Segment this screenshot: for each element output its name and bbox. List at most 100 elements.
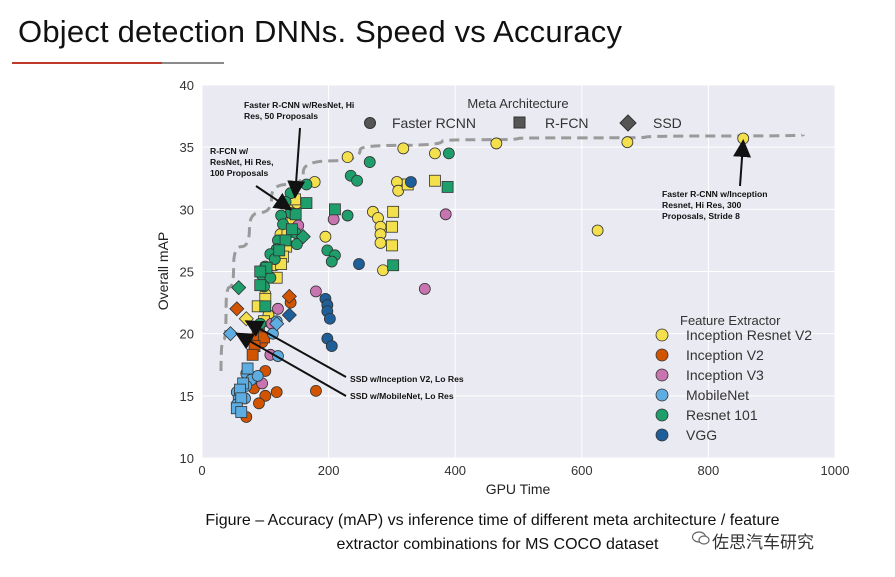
annotation-arrow [235, 332, 347, 397]
feature-legend-label: Inception V3 [686, 367, 764, 383]
meta-legend-title: Meta Architecture [467, 96, 568, 111]
data-point-square [235, 392, 248, 405]
data-point-square [254, 265, 267, 278]
annotation-arrow [244, 320, 347, 378]
data-point-circle [353, 258, 365, 270]
data-point-square [385, 220, 398, 233]
meta-legend-square-marker [513, 116, 526, 129]
data-point-diamond [269, 316, 285, 332]
data-point-circle [439, 208, 452, 221]
data-point-circle [377, 264, 389, 277]
wechat-icon [692, 531, 710, 545]
meta-legend-circle-marker [364, 117, 376, 129]
grid-lines [201, 84, 836, 459]
data-point-circle [341, 209, 354, 222]
y-tick-label: 25 [180, 265, 194, 280]
feature-legend-title: Feature Extractor [680, 313, 781, 328]
data-point-square [387, 259, 400, 272]
meta-legend-label-faster-rcnn: Faster RCNN [392, 115, 476, 131]
annotation-label: SSD w/MobileNet, Lo Res [350, 391, 454, 401]
data-point-square [241, 362, 254, 375]
x-tick-label: 200 [318, 463, 340, 478]
data-point-circle [392, 184, 405, 197]
data-point-circle [319, 230, 332, 243]
slide-title: Object detection DNNs. Speed vs Accuracy [18, 14, 623, 49]
data-point-circle [310, 384, 322, 397]
data-point-circle [253, 397, 265, 410]
meta-legend-label-ssd: SSD [653, 115, 682, 131]
y-tick-label: 15 [180, 389, 194, 404]
annotation-label: R-FCN w/ResNet, Hi Res, 100 Proposals [210, 146, 274, 178]
data-point-square [441, 181, 454, 193]
frontier-line [219, 133, 805, 371]
data-point-circle [325, 340, 338, 353]
data-point-diamond [281, 307, 297, 323]
annotation-arrow [733, 138, 752, 187]
feature-legend-swatch [655, 328, 669, 342]
data-point-circle [397, 142, 410, 155]
data-point-diamond [229, 301, 245, 317]
data-point-circle [341, 151, 354, 164]
feature-legend-label: Inception V2 [686, 347, 764, 363]
annotation-arrow [255, 185, 293, 211]
annotation-label: SSD w/Inception V2, Lo Res [350, 374, 464, 384]
data-point-square [254, 279, 267, 292]
axis-ticks: 0 200 400 600 800 1000 10 15 20 25 30 35 40 [180, 78, 850, 478]
data-point-diamond [231, 280, 247, 296]
figure-caption-line-1: Figure – Accuracy (mAP) vs inference tim… [205, 512, 780, 529]
data-point-circle [310, 285, 322, 298]
data-point-diamond [295, 229, 311, 245]
y-tick-label: 20 [180, 327, 194, 342]
data-point-square [273, 244, 286, 257]
meta-legend-label-rfcn: R-FCN [545, 115, 589, 131]
data-point-circle [327, 213, 340, 226]
x-tick-label: 1000 [821, 463, 850, 478]
data-point-circle [325, 255, 338, 268]
data-point-square [235, 406, 248, 418]
y-tick-label: 35 [180, 140, 194, 155]
x-tick-label: 0 [198, 463, 205, 478]
x-tick-label: 400 [444, 463, 466, 478]
data-point-circle [621, 136, 634, 149]
data-point-circle [351, 174, 363, 187]
data-point-square [387, 205, 400, 218]
feature-legend-label: Inception Resnet V2 [686, 327, 812, 343]
y-tick-label: 40 [180, 78, 194, 93]
title-underline-grey [162, 62, 224, 64]
data-point-circle [272, 302, 284, 315]
data-point-circle [300, 178, 313, 191]
title-underline-red [12, 62, 162, 64]
watermark-text: 佐思汽车研究 [712, 533, 814, 552]
frontier-curve [219, 133, 805, 371]
data-point-circle [429, 147, 441, 160]
y-tick-label: 10 [180, 451, 194, 466]
data-point-square [329, 203, 341, 216]
x-tick-label: 600 [571, 463, 593, 478]
data-point-square [279, 234, 292, 247]
data-point-circle [591, 224, 604, 237]
data-point-diamond [281, 288, 297, 304]
feature-legend-label: VGG [686, 427, 717, 443]
data-point-circle [374, 237, 387, 249]
data-point-circle [363, 156, 376, 168]
annotation-arrow [287, 127, 306, 199]
data-point-square [429, 174, 441, 187]
y-tick-label: 30 [180, 202, 194, 217]
feature-legend-swatch [655, 348, 669, 362]
x-axis-label: GPU Time [486, 481, 551, 497]
feature-legend-swatch [655, 428, 669, 442]
annotations: Faster R-CNN w/ResNet, Hi Res, 50 Proposa… [210, 100, 768, 401]
data-point-circle [442, 147, 455, 160]
data-point-square [285, 223, 298, 236]
data-point-circle [323, 312, 336, 325]
data-point-square [300, 197, 313, 210]
meta-architecture-legend: Meta Architecture Faster RCNN R-FCN SSD [364, 96, 682, 132]
data-point-square [246, 348, 259, 361]
data-point-circle [490, 137, 503, 150]
data-point-circle [259, 389, 272, 402]
annotation-label: Faster R-CNN w/ResNet, Hi Res, 50 Proposa… [244, 100, 354, 121]
annotation-label: Faster R-CNN w/Inception Resnet, Hi Res, … [662, 189, 768, 221]
feature-legend-swatch [655, 368, 669, 382]
data-point-diamond [222, 326, 239, 342]
